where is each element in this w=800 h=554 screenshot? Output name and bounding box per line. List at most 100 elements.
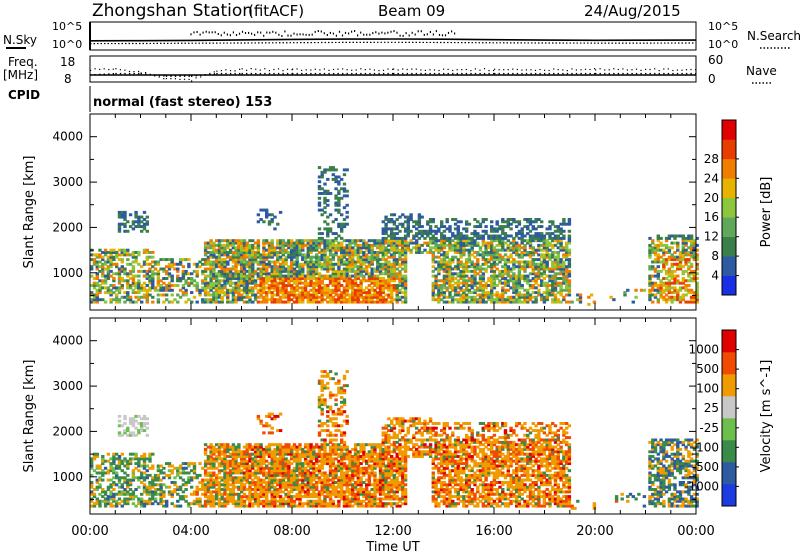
power-cell [281,286,285,290]
power-cell [542,243,547,247]
power-cell [412,220,416,224]
power-cell [353,274,358,278]
freq-point [229,72,232,75]
power-cell [487,295,491,299]
power-cell [528,293,533,297]
power-cell [562,279,566,283]
power-cell [509,295,513,299]
power-cell [178,288,183,292]
power-cell [345,203,349,207]
velocity-cell [184,499,188,503]
power-cell [212,243,216,247]
power-cell [676,293,680,297]
power-cell [240,274,244,278]
power-cell [437,227,441,231]
power-cell [262,251,266,254]
power-cell [370,248,374,252]
power-cell [365,300,369,304]
power-cell [317,208,322,212]
velocity-cell [201,485,205,489]
velocity-cell [123,478,127,482]
power-cell [484,232,488,236]
velocity-cell [165,502,169,506]
velocity-cell [145,499,149,503]
power-cell [295,279,299,283]
power-cell [337,293,341,297]
power-cell [459,298,463,302]
power-cell [517,300,522,304]
power-cell [215,251,219,254]
power-cell [240,251,244,254]
velocity-cell [106,471,111,475]
velocity-cell [134,414,138,418]
power-cell [309,300,313,304]
power-cell [567,239,572,243]
power-cell [417,215,422,219]
velocity-cell [215,495,219,499]
velocity-cell [90,473,94,477]
nave-point [255,68,257,70]
power-cell [442,277,447,280]
nave-point [360,68,362,70]
power-cell [337,210,341,214]
power-cell [342,274,347,278]
power-cell [326,291,330,295]
power-cell [437,269,441,273]
power-cell [345,279,349,283]
velocity-cell [123,414,127,418]
power-cell [295,253,299,257]
power-cell [487,279,491,283]
power-cell [528,272,533,276]
power-cell [451,258,455,262]
power-colorbar-label: Power [dB] [759,177,774,248]
power-cell [651,246,655,250]
power-cell [242,295,247,299]
power-cell [92,293,97,297]
power-cell [237,274,241,278]
power-cell [320,239,324,243]
power-cell [256,267,261,271]
power-cell [520,241,524,245]
power-cell [340,187,344,191]
power-cell [387,243,391,247]
power-cell [101,274,105,278]
power-cell [495,251,499,254]
power-cell [359,300,363,304]
power-cell [470,246,474,250]
power-cell [434,241,438,245]
velocity-cell [142,499,147,503]
power-cell [242,284,247,287]
power-cell [528,260,533,264]
power-cell [353,239,358,243]
freq-point [631,72,633,75]
power-cell [512,265,516,269]
power-cell [692,272,697,276]
power-cell [434,267,438,271]
velocity-cell [162,495,166,499]
velocity-cell [217,504,222,508]
power-cell [337,277,341,280]
power-cell [148,286,152,290]
velocity-cell [159,469,163,473]
nave-point [525,69,527,71]
power-cell [490,220,494,224]
power-cell [251,255,255,259]
freq-point [452,72,454,75]
power-cell [92,262,97,266]
velocity-cell [109,485,113,489]
power-cell [470,248,474,252]
power-cell [340,251,344,254]
nave-point [667,68,669,70]
velocity-cell [209,464,213,468]
velocity-cell [109,495,113,499]
nave-point [393,68,395,70]
power-cell [401,239,405,243]
power-cell [231,295,236,299]
velocity-cell [192,464,197,468]
velocity-cell [126,426,130,430]
power-cell [195,269,199,273]
velocity-cell [170,464,174,468]
power-cell [392,220,397,224]
power-cell [498,272,502,276]
freq-point [640,72,642,75]
